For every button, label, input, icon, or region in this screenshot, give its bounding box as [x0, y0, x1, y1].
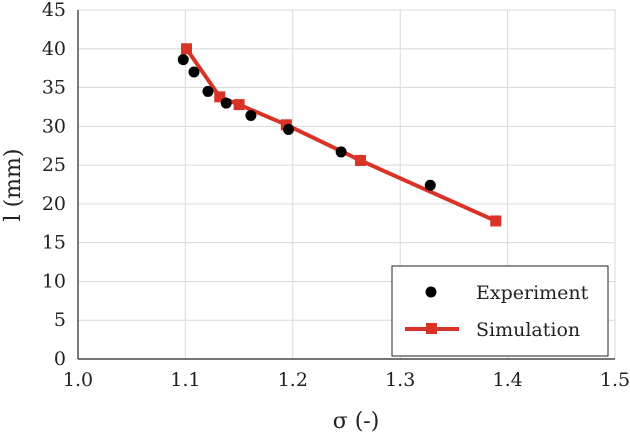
experiment-point — [283, 123, 295, 135]
y-tick-label: 25 — [42, 154, 66, 176]
simulation-point — [214, 91, 226, 103]
axes — [77, 10, 615, 360]
x-tick-label: 1.1 — [170, 369, 200, 391]
simulation-line — [184, 47, 497, 223]
legend-label-experiment: Experiment — [476, 282, 589, 304]
x-tick-label: 1.5 — [600, 369, 630, 391]
x-tick-labels: 1.0 1.1 1.2 1.3 1.4 1.5 — [63, 369, 630, 391]
simulation-point — [233, 99, 245, 111]
x-tick-label: 1.4 — [492, 369, 522, 391]
experiment-point — [202, 85, 214, 97]
legend: Experiment Simulation — [391, 265, 609, 357]
legend-marker-simulation — [426, 323, 437, 334]
y-tick-label: 5 — [54, 309, 66, 331]
y-tick-label: 45 — [42, 0, 66, 21]
grid — [77, 9, 616, 360]
y-tick-label: 15 — [42, 232, 66, 254]
experiment-point — [177, 54, 189, 66]
legend-marker-experiment — [425, 286, 437, 298]
x-tick-label: 1.3 — [385, 369, 415, 391]
y-tick-label: 10 — [42, 270, 66, 292]
experiment-point — [188, 66, 200, 78]
y-tick-label: 35 — [42, 77, 66, 99]
legend-box — [391, 265, 609, 357]
y-tick-label: 20 — [42, 193, 66, 215]
experiment-point — [335, 146, 347, 158]
x-axis-label: σ (-) — [333, 409, 380, 434]
simulation-point — [180, 43, 192, 55]
simulation-point — [490, 215, 502, 227]
x-tick-label: 1.2 — [278, 369, 308, 391]
plot-series — [177, 43, 502, 227]
y-axis-label: l (mm) — [1, 149, 26, 222]
y-tick-labels: 0 5 10 15 20 25 30 35 40 45 — [42, 0, 66, 370]
experiment-point — [245, 109, 257, 121]
experiment-point — [424, 179, 436, 191]
y-tick-label: 0 — [54, 348, 66, 370]
simulation-point — [354, 154, 366, 166]
y-tick-label: 30 — [42, 115, 66, 137]
experiment-point — [220, 97, 232, 109]
x-tick-label: 1.0 — [63, 369, 93, 391]
y-tick-label: 40 — [42, 38, 66, 60]
legend-label-simulation: Simulation — [476, 319, 580, 341]
